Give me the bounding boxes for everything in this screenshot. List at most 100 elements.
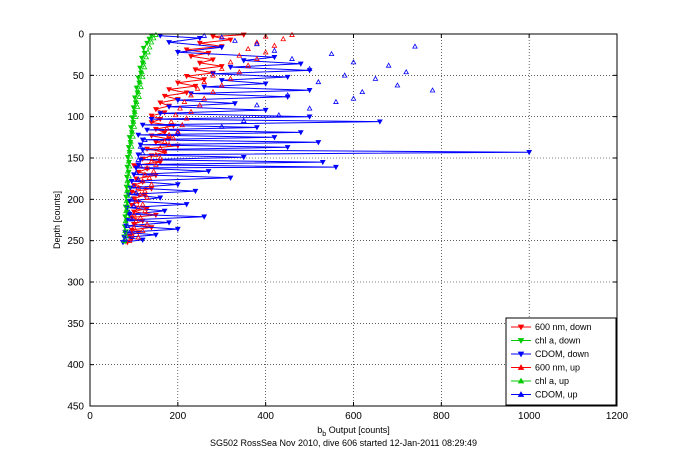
legend-entry: CDOM, up (511, 390, 578, 400)
data-point (148, 181, 155, 187)
data-point (218, 65, 225, 71)
data-point (385, 62, 392, 68)
y-tick-label: 0 (78, 30, 84, 41)
data-point (131, 211, 137, 217)
data-point (141, 64, 148, 70)
y-axis-label: Depth [counts] (52, 191, 62, 249)
data-point (192, 83, 199, 90)
data-point (188, 54, 194, 60)
data-point (289, 55, 295, 61)
x-tick-label: 0 (87, 411, 93, 422)
data-point (132, 113, 139, 119)
series-3 (126, 31, 295, 243)
data-point (131, 183, 137, 189)
x-axis-label-rest: Output [counts] (326, 425, 390, 435)
data-point (126, 135, 133, 141)
data-point (376, 119, 383, 125)
data-point (157, 145, 164, 151)
data-point (201, 78, 208, 85)
data-point (144, 40, 150, 47)
data-point (210, 57, 216, 63)
data-point (124, 168, 131, 174)
data-point (125, 158, 132, 164)
data-point (131, 123, 138, 129)
data-point (306, 105, 313, 111)
data-point (139, 227, 146, 233)
data-point (133, 189, 139, 195)
data-point (157, 111, 164, 117)
data-point (227, 75, 234, 81)
data-point (306, 88, 313, 94)
data-point (240, 117, 247, 123)
data-point (157, 100, 164, 106)
data-point (145, 49, 151, 55)
data-point (128, 216, 135, 222)
data-point (183, 90, 190, 96)
legend-entry: chl a, down (511, 336, 581, 346)
data-point (240, 155, 247, 161)
data-point (284, 74, 291, 81)
legend: 600 nm, down chl a, down CDOM, down 600 nm,… (505, 317, 617, 406)
data-point (142, 188, 148, 194)
data-point (126, 209, 133, 215)
data-point (133, 217, 139, 223)
data-point (254, 55, 260, 61)
x-tick-label: 800 (433, 411, 450, 422)
data-point (135, 156, 142, 162)
data-point (315, 78, 322, 85)
data-point (137, 214, 144, 220)
data-point (328, 50, 335, 56)
x-axis-label: bb Output [counts] (317, 425, 389, 438)
data-point (135, 132, 142, 138)
data-point (174, 50, 181, 56)
data-point (201, 214, 208, 220)
data-point (146, 36, 153, 42)
data-point (122, 227, 129, 233)
data-point (275, 111, 282, 118)
legend-swatch-marker (517, 364, 525, 370)
data-point (161, 148, 168, 154)
data-point (196, 60, 203, 66)
data-point (210, 34, 216, 40)
data-point (134, 103, 141, 109)
data-point (319, 159, 326, 166)
data-point (232, 101, 238, 107)
legend-swatch-marker (517, 351, 525, 358)
data-point (196, 40, 203, 47)
y-tick-label: 150 (67, 154, 84, 165)
data-point (166, 141, 172, 147)
data-point (218, 45, 225, 51)
data-point (124, 178, 131, 184)
data-point (333, 164, 339, 171)
data-point (126, 237, 133, 243)
data-point (144, 221, 150, 227)
data-point (262, 81, 269, 87)
data-point (179, 121, 186, 128)
data-point (372, 75, 379, 81)
data-point (188, 92, 194, 98)
data-point (403, 69, 410, 75)
data-point (131, 108, 138, 114)
data-point (201, 84, 208, 90)
data-point (350, 59, 357, 65)
data-point (128, 178, 135, 185)
x-axis-label-main: b (317, 425, 322, 435)
data-point (412, 43, 418, 49)
y-tick-label: 100 (67, 112, 84, 123)
data-point (188, 108, 194, 114)
data-point (131, 163, 137, 169)
data-point (192, 67, 199, 73)
data-point (135, 184, 142, 190)
data-point (177, 105, 183, 111)
data-point (227, 175, 234, 181)
data-point (280, 35, 287, 42)
data-point (137, 65, 143, 71)
data-point (130, 133, 136, 139)
data-point (236, 52, 243, 58)
data-point (245, 62, 251, 68)
legend-swatch-marker (517, 324, 525, 331)
data-point (210, 72, 216, 78)
data-point (166, 131, 172, 138)
data-point (124, 212, 131, 219)
data-point (152, 161, 159, 167)
